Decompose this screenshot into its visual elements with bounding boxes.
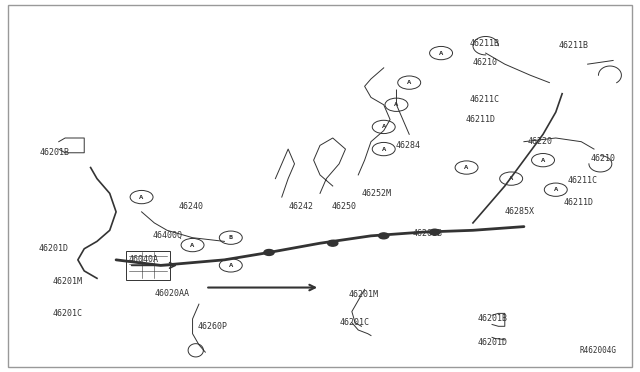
Text: A: A	[509, 176, 513, 181]
Text: A: A	[554, 187, 558, 192]
Text: 46240: 46240	[179, 202, 204, 211]
Text: 46201B: 46201B	[40, 148, 70, 157]
Text: 46201C: 46201C	[339, 318, 369, 327]
Text: A: A	[191, 243, 195, 248]
Text: A: A	[381, 124, 386, 129]
Text: 46211C: 46211C	[567, 176, 597, 185]
Text: 46252M: 46252M	[362, 189, 392, 198]
Text: 46260P: 46260P	[198, 322, 228, 331]
Text: 46201D: 46201D	[38, 244, 68, 253]
Text: 46284: 46284	[395, 141, 420, 150]
Text: A: A	[140, 195, 144, 199]
Text: 46211B: 46211B	[470, 39, 500, 48]
Text: A: A	[228, 263, 233, 268]
Text: 46040A: 46040A	[129, 255, 159, 264]
Text: B: B	[228, 235, 233, 240]
Text: 46201M: 46201M	[52, 278, 83, 286]
Text: A: A	[381, 147, 386, 151]
Text: R462004G: R462004G	[579, 346, 616, 355]
Text: 46211C: 46211C	[470, 95, 500, 104]
Text: 46211D: 46211D	[563, 198, 593, 207]
Text: 46211B: 46211B	[559, 41, 589, 50]
Text: 46201B: 46201B	[412, 230, 442, 238]
FancyBboxPatch shape	[125, 251, 170, 280]
Text: 46211D: 46211D	[465, 115, 495, 124]
Text: 46210: 46210	[473, 58, 498, 67]
Text: 46201C: 46201C	[52, 309, 83, 318]
Text: 46201M: 46201M	[349, 291, 379, 299]
Circle shape	[328, 240, 338, 246]
Text: A: A	[407, 80, 412, 85]
Text: 46210: 46210	[591, 154, 616, 163]
Circle shape	[264, 250, 274, 256]
Text: 46250: 46250	[332, 202, 356, 211]
Text: 46285X: 46285X	[505, 207, 535, 217]
Text: 46201D: 46201D	[478, 339, 508, 347]
Text: 46201B: 46201B	[478, 314, 508, 323]
Text: 46220: 46220	[527, 137, 552, 146]
Text: A: A	[394, 102, 399, 107]
Text: A: A	[439, 51, 443, 55]
Text: A: A	[465, 165, 468, 170]
Circle shape	[429, 229, 440, 235]
Circle shape	[379, 233, 389, 239]
Text: 46400Q: 46400Q	[153, 231, 183, 240]
Text: A: A	[541, 158, 545, 163]
Text: 46020AA: 46020AA	[154, 289, 189, 298]
Text: 46242: 46242	[289, 202, 314, 211]
